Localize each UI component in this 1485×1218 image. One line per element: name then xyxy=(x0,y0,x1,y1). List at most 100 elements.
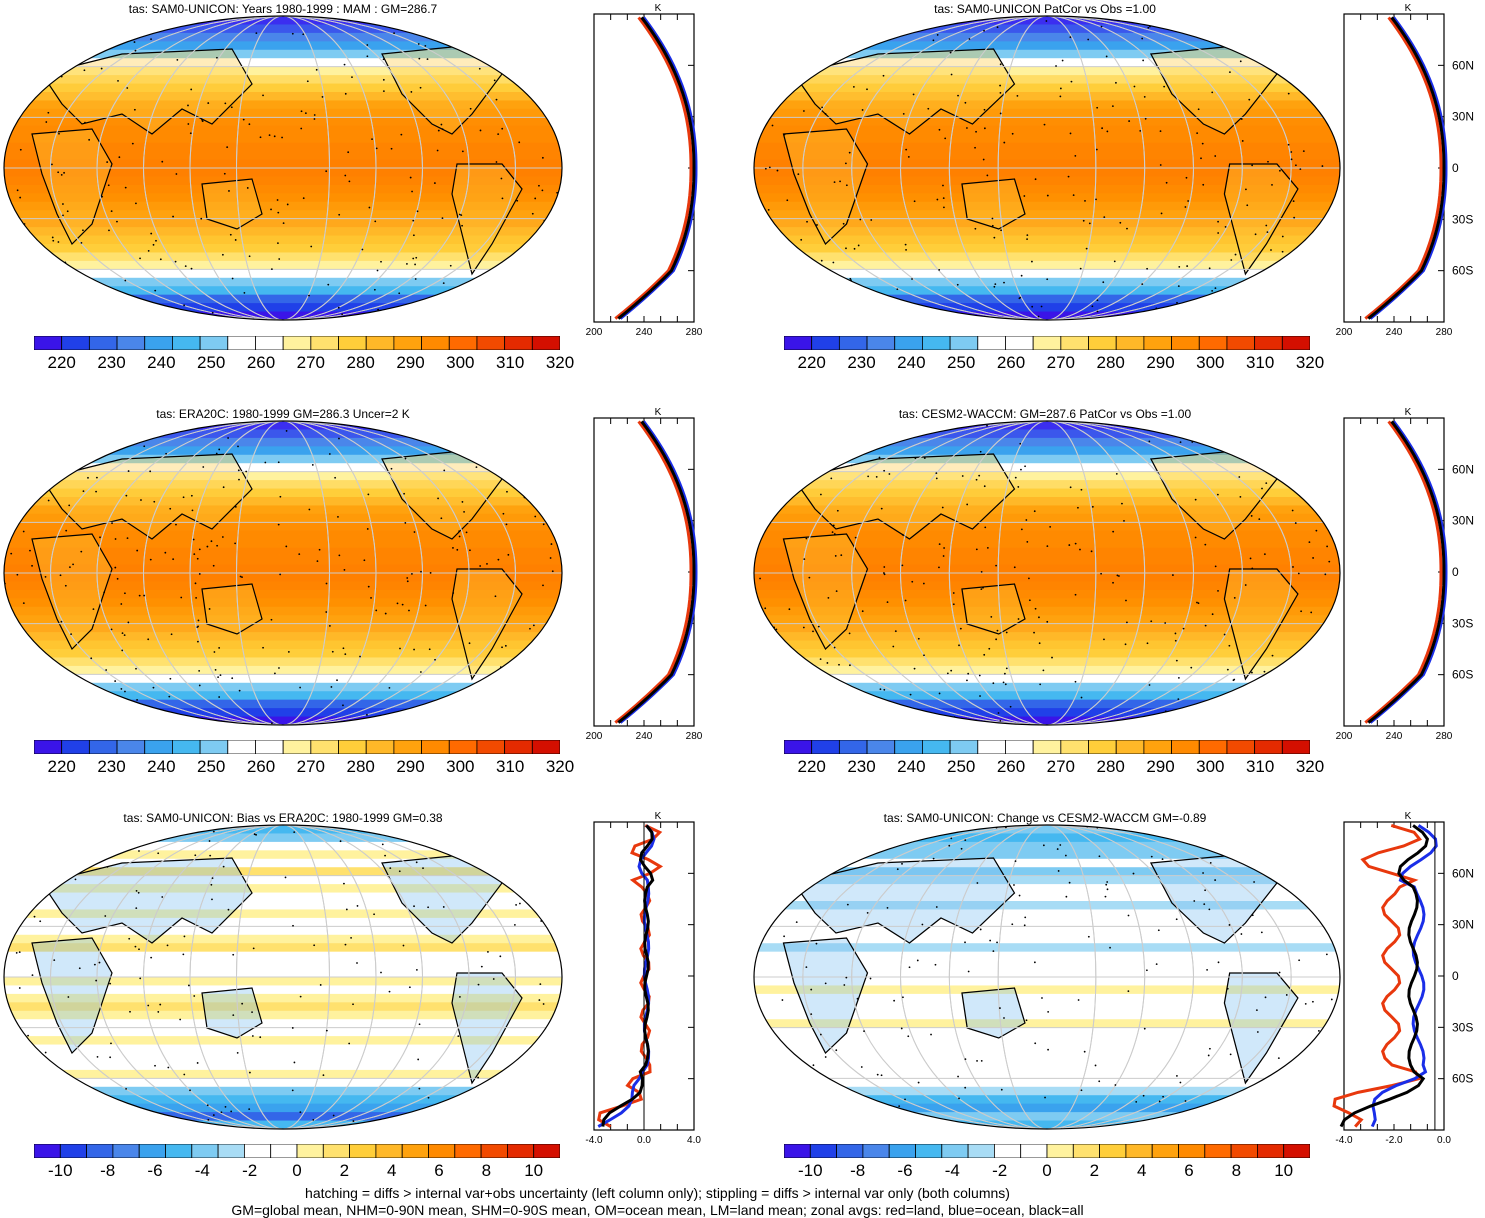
colorbar-swatch xyxy=(349,1144,377,1158)
colorbar-labels-diff-left-bottom: -10 -8 -6 -4 -2 0 2 4 6 8 10 xyxy=(34,1161,560,1183)
colorbar-swatch xyxy=(809,1144,837,1158)
colorbar-label: -8 xyxy=(100,1161,116,1180)
colorbar-swatch xyxy=(86,1144,114,1158)
colorbar-swatch xyxy=(949,336,979,350)
colorbar-swatch xyxy=(365,336,395,350)
zonal-unit-label: K xyxy=(655,811,662,822)
colorbar-swatch xyxy=(393,336,422,350)
map-p1 xyxy=(3,15,563,321)
colorbar-label: 300 xyxy=(446,757,475,776)
colorbar-swatch xyxy=(811,336,840,350)
map-p5 xyxy=(3,824,563,1130)
colorbar-swatch xyxy=(310,740,339,754)
zonal-curve xyxy=(597,824,664,1128)
zonal-tick-label: 200 xyxy=(586,731,603,742)
lat-label: 60N xyxy=(1452,58,1474,72)
colorbar-swatch xyxy=(480,1144,508,1158)
colorbar-swatch xyxy=(88,740,118,754)
colorbar-label: 10 xyxy=(524,1161,544,1180)
colorbar-label: -8 xyxy=(850,1161,866,1180)
colorbar-label: 220 xyxy=(47,757,76,776)
colorbar-swatch xyxy=(199,740,229,754)
zonal-tick-label: -4.0 xyxy=(1335,1135,1353,1146)
lat-label: 0 xyxy=(1452,969,1459,983)
colorbar-label: 8 xyxy=(1231,1161,1242,1180)
colorbar-swatch xyxy=(428,1144,456,1158)
colorbar-label: 270 xyxy=(1046,757,1076,776)
lat-label: 60S xyxy=(1452,668,1473,682)
lat-label: 30S xyxy=(1452,1020,1473,1034)
colorbar-swatch xyxy=(977,336,1006,350)
colorbar-label: 250 xyxy=(196,757,226,776)
colorbar-swatch xyxy=(941,1144,969,1158)
lat-label: 60S xyxy=(1452,264,1473,278)
zonal-tick-label: 240 xyxy=(636,731,653,742)
colorbar-label: 320 xyxy=(545,353,575,372)
colorbar-label: 290 xyxy=(1146,353,1175,372)
lat-label: 0 xyxy=(1452,565,1459,579)
colorbar-label: 220 xyxy=(797,757,826,776)
lat-label: 60N xyxy=(1452,866,1474,880)
colorbar-swatch xyxy=(1226,740,1256,754)
colorbar-swatch xyxy=(784,336,813,350)
colorbar-swatch xyxy=(270,1144,298,1158)
colorbar-label: 270 xyxy=(296,353,326,372)
colorbar-label: 230 xyxy=(847,757,876,776)
colorbar-swatch xyxy=(531,740,560,754)
zonal-curve xyxy=(1364,420,1443,724)
colorbar-swatch xyxy=(448,336,478,350)
zonal-tick-label: 0.0 xyxy=(1437,1135,1451,1146)
colorbar-label: -10 xyxy=(48,1161,73,1180)
colorbar-swatch xyxy=(112,1144,140,1158)
zonal-curve xyxy=(617,16,696,320)
colorbar-label: 290 xyxy=(396,757,425,776)
zonal-profile-p5: K -4.0 0.0 4.0 xyxy=(585,811,701,1146)
colorbar-label: -4 xyxy=(194,1161,210,1180)
colorbar-swatch xyxy=(949,740,979,754)
lat-label: 30N xyxy=(1452,110,1474,124)
colorbar-swatch xyxy=(1230,1144,1258,1158)
colorbar-swatch xyxy=(1198,336,1228,350)
colorbar-swatch xyxy=(1281,740,1310,754)
colorbar-swatch xyxy=(862,1144,890,1158)
colorbar-swatch xyxy=(1256,1144,1285,1158)
panel-title-p5: tas: SAM0-UNICON: Bias vs ERA20C: 1980-1… xyxy=(123,811,443,825)
colorbar-swatch xyxy=(310,336,339,350)
zonal-profile-p1: K 200 240 280 xyxy=(586,3,703,338)
colorbar-swatch xyxy=(1060,740,1089,754)
colorbar-swatch xyxy=(1072,1144,1100,1158)
zonal-curve xyxy=(617,420,696,724)
colorbar-swatch xyxy=(993,1144,1022,1158)
colorbar-swatch xyxy=(116,740,146,754)
colorbar-swatch xyxy=(922,336,951,350)
colorbar-swatch xyxy=(977,740,1006,754)
colorbar-label: 320 xyxy=(1295,353,1325,372)
colorbar-swatch xyxy=(34,336,63,350)
zonal-unit-label: K xyxy=(1405,407,1412,418)
colorbar-label: 270 xyxy=(296,757,326,776)
colorbar-label: 2 xyxy=(339,1161,350,1180)
colorbar-swatch xyxy=(375,1144,403,1158)
zonal-unit-label: K xyxy=(1405,3,1412,14)
colorbar-label: 290 xyxy=(1146,757,1175,776)
lat-label: 30S xyxy=(1452,212,1473,226)
colorbar-swatch xyxy=(1254,740,1283,754)
colorbar-swatch xyxy=(138,1144,166,1158)
colorbar-label: 8 xyxy=(481,1161,492,1180)
zonal-unit-label: K xyxy=(1405,811,1412,822)
colorbar-label: 4 xyxy=(1136,1161,1147,1180)
zonal-curve xyxy=(614,16,693,320)
colorbar-swatch xyxy=(59,1144,87,1158)
colorbar-swatch xyxy=(199,336,229,350)
colorbar-swatch xyxy=(811,740,840,754)
zonal-tick-label: 200 xyxy=(586,327,603,338)
zonal-tick-label: -2.0 xyxy=(1385,1135,1403,1146)
colorbar-swatch xyxy=(34,740,63,754)
colorbar-swatch xyxy=(255,336,284,350)
colorbar-swatch xyxy=(506,1144,535,1158)
zonal-curve xyxy=(614,420,693,724)
colorbar-label: 240 xyxy=(897,353,926,372)
zonal-curve xyxy=(1369,16,1448,320)
colorbar-swatch xyxy=(531,336,560,350)
colorbar-swatch xyxy=(1060,336,1089,350)
